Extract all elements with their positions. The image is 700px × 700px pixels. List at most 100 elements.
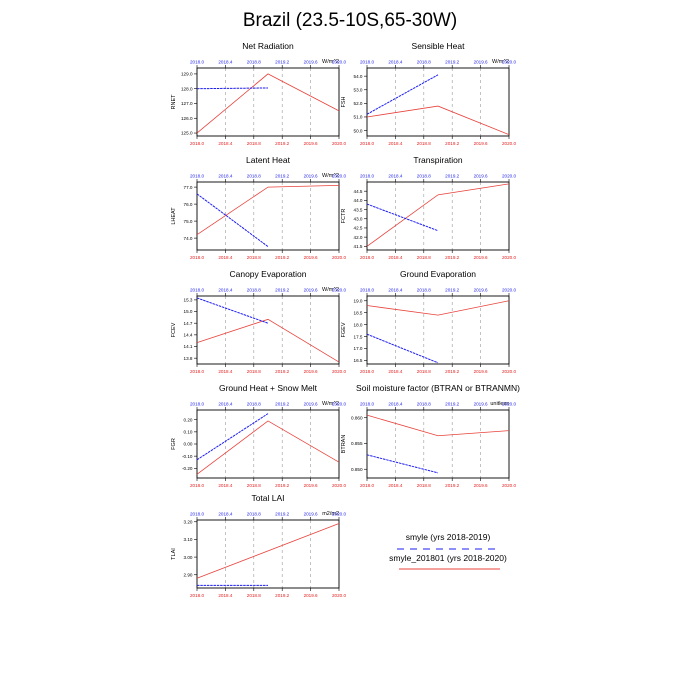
units-label: W/m^2 [322,59,339,65]
x-tick-label-top: 2018.0 [360,288,374,293]
series-line-smyle-201801 [196,318,340,363]
chart-panel-6: Ground Evaporation FGEV 2018.0 2018.0 2018.4… [341,269,516,374]
y-tick-label: 14.7 [184,321,193,326]
series-line-smyle-201801 [196,73,340,134]
x-tick-label-bottom: 2020.0 [502,255,516,260]
series-line-smyle [366,203,439,232]
x-tick-label-top: 2018.4 [388,174,402,179]
x-tick-label-top: 2019.2 [275,174,289,179]
x-tick-label-top: 2018.0 [190,402,204,407]
y-tick-label: 0.855 [351,441,363,446]
x-tick-label-top: 2018.0 [360,174,374,179]
y-tick-label: 13.8 [184,356,193,361]
y-tick-label: 14.4 [184,333,193,338]
y-tick-label: 16.5 [354,358,363,363]
y-tick-label: 0.850 [351,467,363,472]
x-tick-label-top: 2020.0 [332,288,346,293]
y-tick-label: 15.0 [184,309,193,314]
x-tick-label-top: 2019.2 [275,288,289,293]
y-tick-label: -0.20 [182,466,193,471]
y-axis-label: FGEV [341,322,347,337]
x-tick-label-top: 2018.4 [388,60,402,65]
y-tick-label: 53.0 [354,87,363,92]
y-tick-label: 126.0 [181,116,193,121]
x-tick-label-bottom: 2018.8 [417,369,431,374]
y-tick-label: 52.0 [354,101,363,106]
units-label: W/m^2 [322,287,339,293]
x-tick-label-bottom: 2018.0 [190,483,204,488]
x-tick-label-bottom: 2020.0 [502,369,516,374]
x-tick-label-bottom: 2018.0 [360,255,374,260]
y-tick-label: 74.0 [184,236,193,241]
x-tick-label-top: 2018.4 [218,174,232,179]
y-axis-label: LHEAT [171,207,177,225]
y-tick-label: 129.0 [181,72,193,77]
y-tick-label: 77.0 [184,185,193,190]
y-tick-label: 17.0 [354,346,363,351]
chart-panel-1: Net Radiation W/m^2 RNET 2018.0 2018.0 2018.4… [171,41,346,146]
x-tick-label-bottom: 2018.8 [247,593,261,598]
units-label: W/m^2 [322,401,339,407]
chart-title: Ground Heat + Snow Melt [219,383,318,393]
x-tick-label-bottom: 2018.4 [388,483,402,488]
y-tick-label: 75.0 [184,219,193,224]
chart-title: Ground Evaporation [400,269,476,279]
chart-panel-9: Total LAI m2/m2 TLAI 2018.0 2018.0 2018.4 2018… [171,493,346,598]
x-tick-label-bottom: 2018.0 [190,141,204,146]
y-tick-label: 42.5 [354,226,363,231]
series-line-smyle [196,297,269,324]
y-tick-label: 54.0 [354,74,363,79]
x-tick-label-top: 2019.2 [275,512,289,517]
y-axis-label: BTRAN [341,435,347,454]
y-tick-label: 128.0 [181,86,193,91]
x-tick-label-bottom: 2019.2 [275,255,289,260]
units-label: W/m^2 [322,173,339,179]
x-tick-label-bottom: 2019.6 [474,483,488,488]
series-line-smyle-201801 [196,185,340,236]
page-title: Brazil (23.5-10S,65-30W) [242,10,458,31]
x-tick-label-top: 2020.0 [502,60,516,65]
x-tick-label-top: 2019.2 [445,60,459,65]
x-tick-label-top: 2020.0 [502,402,516,407]
x-tick-label-top: 2019.6 [304,174,318,179]
x-tick-label-top: 2018.8 [247,512,261,517]
x-tick-label-bottom: 2019.6 [474,255,488,260]
x-tick-label-top: 2019.6 [304,60,318,65]
x-tick-label-bottom: 2020.0 [332,141,346,146]
series-line-smyle-201801 [366,183,510,247]
x-tick-label-top: 2018.4 [218,402,232,407]
x-tick-label-top: 2018.0 [190,60,204,65]
units-label: m2/m2 [322,511,339,517]
x-tick-label-bottom: 2019.6 [304,369,318,374]
x-tick-label-top: 2020.0 [332,512,346,517]
series-line-smyle-201801 [196,523,340,579]
chart-title: Total LAI [251,493,284,503]
x-tick-label-bottom: 2018.0 [190,593,204,598]
chart-title: Net Radiation [242,41,294,51]
x-tick-label-top: 2019.2 [445,288,459,293]
x-tick-label-top: 2018.8 [247,288,261,293]
x-tick-label-top: 2019.2 [445,174,459,179]
plot-frame [366,67,510,137]
x-tick-label-bottom: 2019.2 [275,593,289,598]
x-tick-label-bottom: 2018.8 [417,483,431,488]
chart-title: Sensible Heat [412,41,466,51]
series-line-smyle-201801 [366,105,510,136]
x-tick-label-bottom: 2018.8 [417,255,431,260]
x-tick-label-bottom: 2018.0 [360,483,374,488]
chart-title: Canopy Evaporation [229,269,306,279]
chart-panel-7: Ground Heat + Snow Melt W/m^2 FGR 2018.0 201… [171,383,346,488]
x-tick-label-bottom: 2018.8 [247,141,261,146]
x-tick-label-top: 2020.0 [502,174,516,179]
y-tick-label: 3.10 [184,537,193,542]
x-tick-label-top: 2020.0 [502,288,516,293]
y-axis-label: FCTR [341,209,347,224]
y-tick-label: 3.20 [184,519,193,524]
x-tick-label-top: 2018.0 [190,174,204,179]
plot-frame [196,67,340,137]
x-tick-label-bottom: 2019.6 [474,369,488,374]
y-tick-label: 127.0 [181,101,193,106]
x-tick-label-bottom: 2019.6 [304,593,318,598]
y-axis-label: FSH [341,96,347,107]
